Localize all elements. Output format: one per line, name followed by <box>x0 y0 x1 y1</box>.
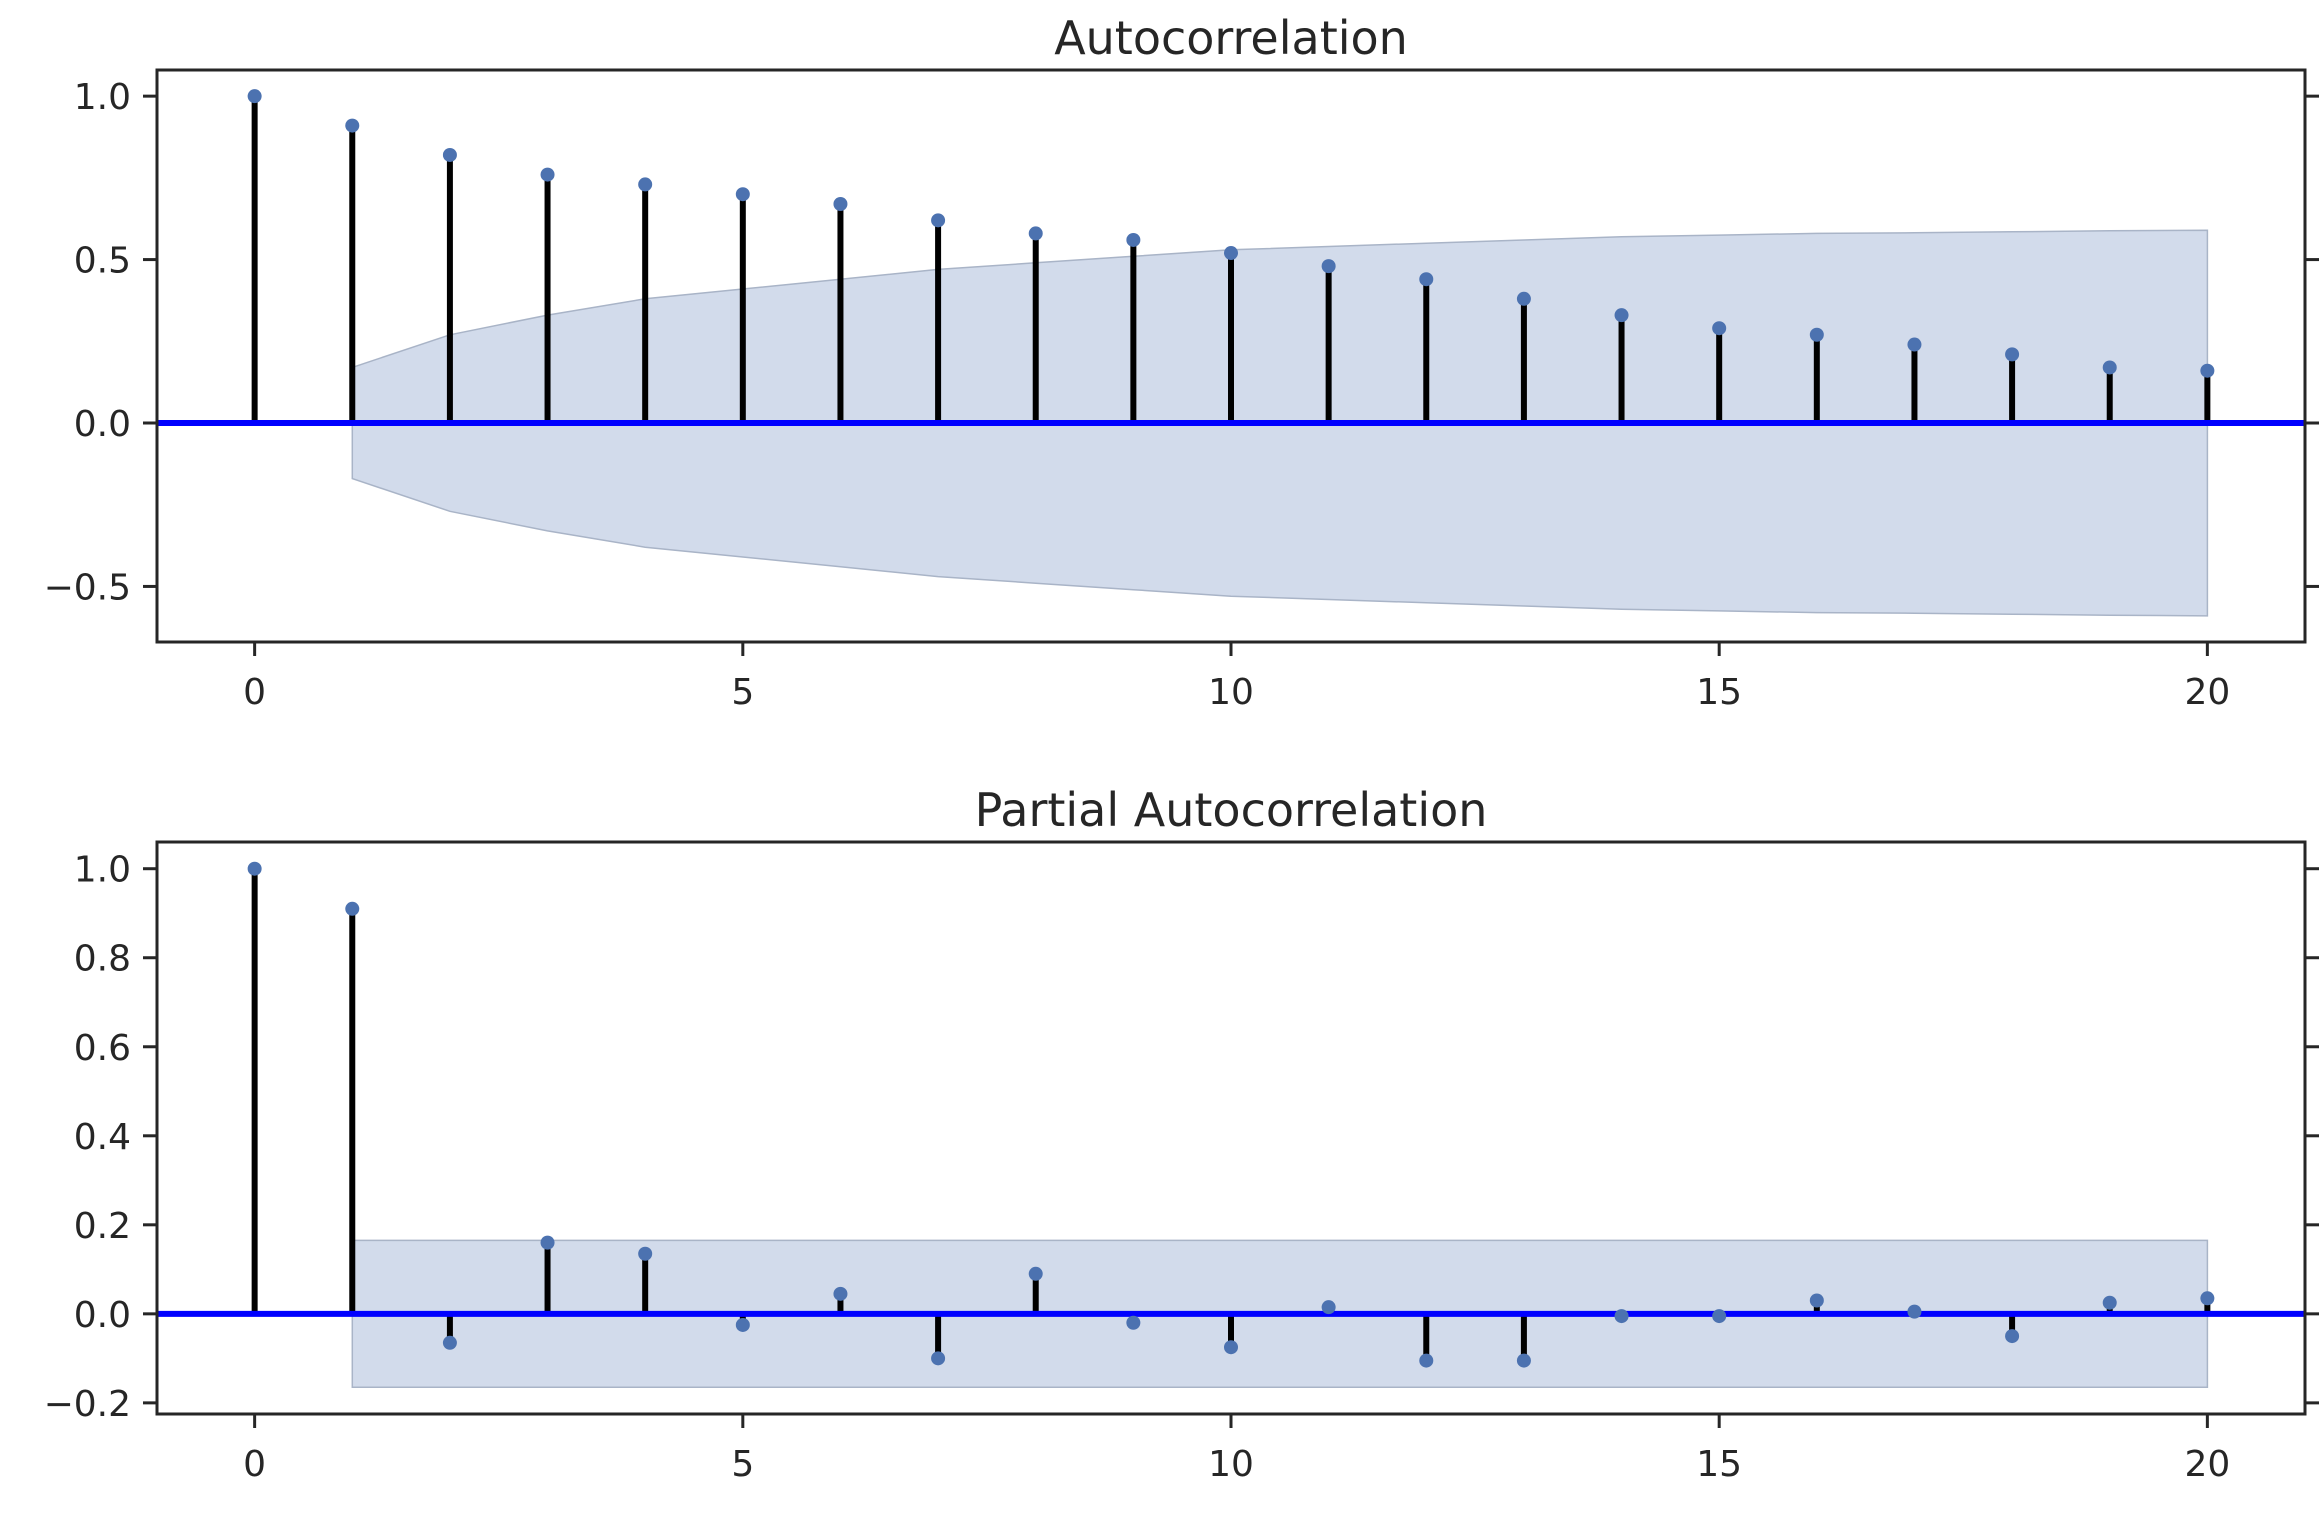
pacf-xtick-label-10: 10 <box>1208 1444 1254 1485</box>
acf-marker-lag-16 <box>1809 327 1824 342</box>
pacf-ytick-label-5: 0.8 <box>74 939 131 980</box>
pacf-marker-lag-18 <box>2005 1329 2020 1344</box>
pacf-ytick-label-6: 1.0 <box>74 850 131 891</box>
pacf-marker-lag-1 <box>345 901 360 916</box>
pacf-ytick-label-3: 0.4 <box>74 1117 131 1158</box>
acf-marker-lag-12 <box>1419 272 1434 287</box>
autocorrelation-panel: Autocorrelation 0 5 10 15 20 −0.5 0.0 0.5 1.0 <box>44 11 2319 713</box>
pacf-marker-lag-4 <box>638 1246 653 1261</box>
pacf-ytick-label-1: 0.0 <box>74 1295 131 1336</box>
pacf-ytick-label-4: 0.6 <box>74 1028 131 1069</box>
partial-autocorrelation-panel: Partial Autocorrelation 0 5 10 15 20 −0.2 0.0 0… <box>44 783 2319 1485</box>
acf-marker-lag-3 <box>540 167 555 182</box>
pacf-marker-lag-2 <box>442 1335 457 1350</box>
acf-marker-lag-13 <box>1516 291 1531 306</box>
pacf-xtick-label-5: 5 <box>731 1444 754 1485</box>
pacf-marker-lag-15 <box>1712 1309 1727 1324</box>
acf-marker-lag-1 <box>345 118 360 133</box>
pacf-xtick-label-20: 20 <box>2184 1444 2230 1485</box>
acf-marker-lag-4 <box>638 177 653 192</box>
pacf-marker-lag-16 <box>1809 1293 1824 1308</box>
pacf-marker-lag-17 <box>1907 1304 1922 1319</box>
acf-ytick-label-1: 0.0 <box>74 404 131 445</box>
pacf-marker-lag-20 <box>2200 1291 2215 1306</box>
acf-marker-lag-5 <box>735 187 750 202</box>
pacf-marker-lag-6 <box>833 1286 848 1301</box>
acf-xtick-label-0: 0 <box>243 672 266 713</box>
autocorrelation-title: Autocorrelation <box>1054 11 1408 65</box>
acf-marker-lag-7 <box>931 213 946 228</box>
acf-marker-lag-10 <box>1224 246 1238 261</box>
acf-xtick-label-15: 15 <box>1696 672 1742 713</box>
pacf-marker-lag-12 <box>1419 1353 1434 1368</box>
partial-autocorrelation-title: Partial Autocorrelation <box>975 783 1488 837</box>
acf-marker-lag-17 <box>1907 337 1922 352</box>
acf-marker-lag-8 <box>1028 226 1043 241</box>
acf-marker-lag-11 <box>1321 259 1336 274</box>
acf-ytick-label-3: 1.0 <box>74 77 131 118</box>
acf-marker-lag-19 <box>2102 360 2117 375</box>
pacf-marker-lag-11 <box>1321 1300 1336 1315</box>
acf-marker-lag-14 <box>1614 308 1629 323</box>
pacf-xtick-label-15: 15 <box>1696 1444 1742 1485</box>
acf-marker-lag-6 <box>833 197 848 212</box>
acf-marker-lag-2 <box>442 147 457 162</box>
pacf-marker-lag-10 <box>1224 1340 1238 1355</box>
acf-marker-lag-9 <box>1126 232 1141 247</box>
acf-xtick-label-20: 20 <box>2184 672 2230 713</box>
acf-xtick-label-5: 5 <box>731 672 754 713</box>
pacf-marker-lag-0 <box>247 861 262 876</box>
pacf-marker-lag-8 <box>1028 1266 1043 1281</box>
pacf-marker-lag-19 <box>2102 1295 2117 1310</box>
acf-marker-lag-20 <box>2200 363 2215 378</box>
acf-xtick-label-10: 10 <box>1208 672 1254 713</box>
pacf-ytick-label-0: −0.2 <box>44 1384 131 1425</box>
acf-ytick-label-2: 0.5 <box>74 241 131 282</box>
acf-marker-lag-18 <box>2005 347 2020 362</box>
pacf-marker-lag-9 <box>1126 1315 1141 1330</box>
pacf-marker-lag-5 <box>735 1317 750 1332</box>
acf-marker-lag-15 <box>1712 321 1727 336</box>
pacf-marker-lag-3 <box>540 1235 555 1250</box>
pacf-marker-lag-13 <box>1516 1353 1531 1368</box>
pacf-xtick-label-0: 0 <box>243 1444 266 1485</box>
acf-marker-lag-0 <box>247 89 262 104</box>
pacf-marker-lag-7 <box>931 1351 946 1366</box>
pacf-ytick-label-2: 0.2 <box>74 1206 131 1247</box>
acf-ytick-label-0: −0.5 <box>44 567 131 608</box>
pacf-marker-lag-14 <box>1614 1309 1629 1324</box>
